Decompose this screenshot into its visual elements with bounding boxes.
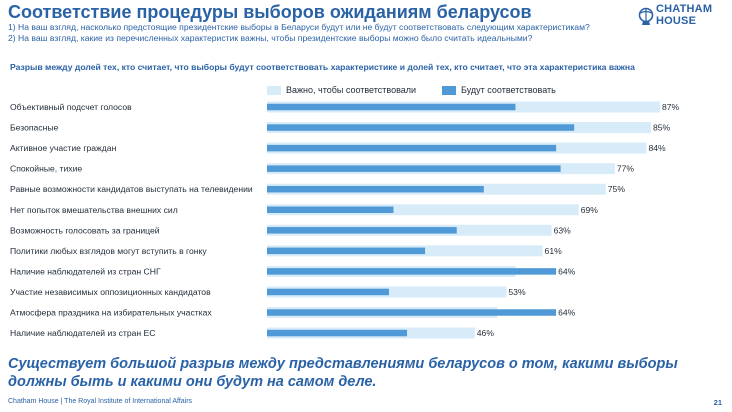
chart-subtitle: Разрыв между долей тех, кто считает, что… xyxy=(10,62,635,72)
bar-actual xyxy=(267,185,484,193)
category-label: Объективный подсчет голосов xyxy=(10,102,132,112)
page-title: Соответствие процедуры выборов ожиданиям… xyxy=(8,2,532,22)
bar-actual xyxy=(267,309,557,316)
bar-actual xyxy=(267,103,516,111)
data-label: 77% xyxy=(617,164,635,174)
data-label: 84% xyxy=(648,143,666,153)
footer-text: Chatham House | The Royal Institute of I… xyxy=(8,398,193,405)
category-label: Атмосфера праздника на избирательных уча… xyxy=(10,308,212,318)
category-label: Политики любых взглядов могут вступить в… xyxy=(10,246,207,256)
category-label: Возможность голосовать за границей xyxy=(10,225,160,235)
bar-actual xyxy=(267,144,557,152)
data-label: 46% xyxy=(477,328,495,338)
bar-actual xyxy=(267,247,426,255)
question-2: 2) На ваш взгляд, какие из перечисленных… xyxy=(8,33,533,43)
bar-important xyxy=(267,204,579,216)
category-label: Нет попыток вмешательства внешних сил xyxy=(10,205,178,215)
data-label: 63% xyxy=(554,225,572,235)
bar-actual xyxy=(267,268,557,275)
category-label: Наличие наблюдателей из стран ЕС xyxy=(10,328,156,338)
bar-actual xyxy=(267,206,394,213)
data-label: 53% xyxy=(508,287,526,297)
data-label: 64% xyxy=(558,308,576,318)
bar-actual xyxy=(267,227,457,234)
bar-actual xyxy=(267,288,389,296)
category-label: Активное участие граждан xyxy=(10,143,117,153)
data-label: 69% xyxy=(581,205,599,215)
data-label: 75% xyxy=(608,184,626,194)
data-label: 85% xyxy=(653,123,671,133)
legend-swatch-important xyxy=(267,86,281,95)
category-label: Равные возможности кандидатов выступать … xyxy=(10,184,253,194)
logo-line-1: CHATHAM xyxy=(656,3,713,15)
category-label: Безопасные xyxy=(10,123,59,133)
data-label: 61% xyxy=(545,246,563,256)
bar-actual xyxy=(267,124,575,131)
bar-actual xyxy=(267,329,408,337)
legend-label-important: Важно, чтобы соответствовали xyxy=(286,85,417,95)
logo-line-2: HOUSE xyxy=(656,14,697,27)
conclusion-text: Существует большой разрыв между представ… xyxy=(8,356,678,390)
category-label: Спокойные, тихие xyxy=(10,164,82,174)
data-label: 87% xyxy=(662,102,680,112)
data-label: 64% xyxy=(558,266,576,276)
legend-label-actual: Будут соответствовать xyxy=(461,85,556,95)
category-label: Наличие наблюдателей из стран СНГ xyxy=(10,266,161,276)
category-label: Участие независимых оппозиционных кандид… xyxy=(10,287,211,297)
globe-icon xyxy=(638,7,654,25)
bar-actual xyxy=(267,165,561,172)
chatham-house-logo: CHATHAM HOUSE xyxy=(638,3,730,30)
legend-swatch-actual xyxy=(442,86,456,95)
question-1: 1) На ваш взгляд, насколько предстоящие … xyxy=(8,22,590,32)
page-number: 21 xyxy=(713,398,722,407)
